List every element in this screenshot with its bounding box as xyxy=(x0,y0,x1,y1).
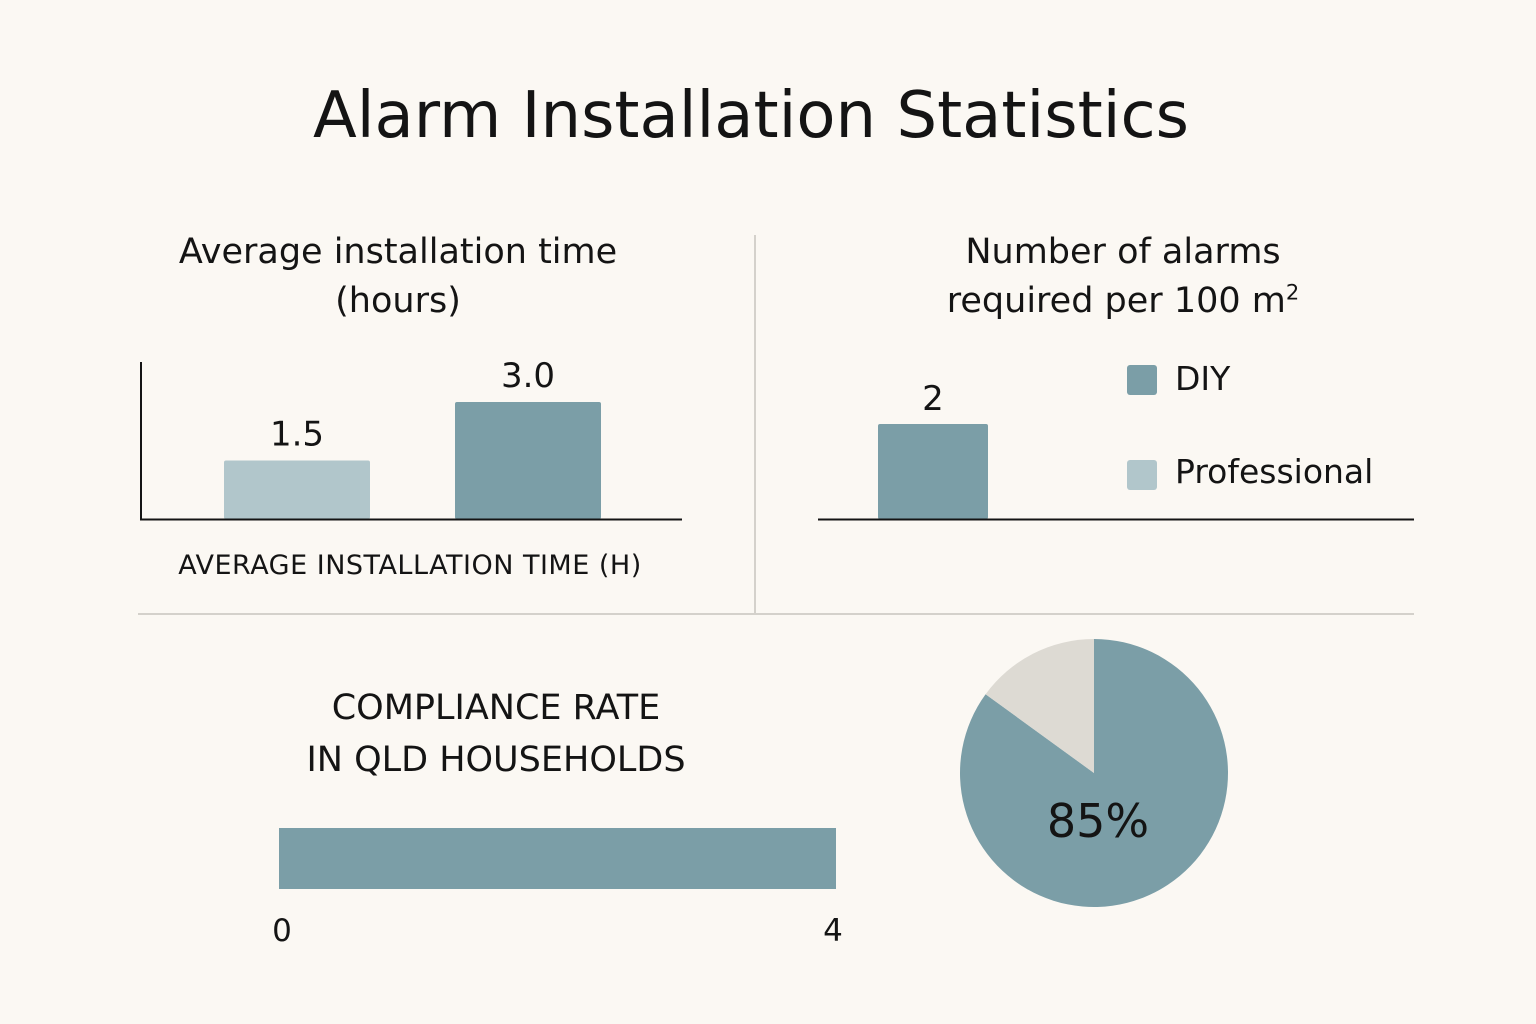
legend-swatch-diy xyxy=(1127,365,1157,395)
installation-time-x-axis-label: AVERAGE INSTALLATION TIME (H) xyxy=(178,550,642,581)
compliance-title-line2: IN QLD HOUSEHOLDS xyxy=(306,740,686,780)
alarms-required-title-line2: required per 100 m xyxy=(946,281,1286,321)
horizontal-divider xyxy=(138,613,1414,615)
pie-slice-1 xyxy=(985,639,1094,773)
installation-time-data-label-diy: 3.0 xyxy=(501,356,555,396)
page-title: Alarm Installation Statistics xyxy=(312,79,1190,153)
installation-time-title-line2: (hours) xyxy=(335,281,461,321)
installation-time-chart-title: Average installation time (hours) xyxy=(148,228,648,326)
alarms-required-chart-title: Number of alarms required per 100 m2 xyxy=(900,228,1346,326)
alarms-required-bar-diy xyxy=(878,424,988,519)
pie-label-85-percent: 85% xyxy=(1047,794,1149,848)
installation-time-bar-diy xyxy=(455,402,601,519)
legend-label-diy: DIY xyxy=(1175,359,1231,398)
installation-time-title-line1: Average installation time xyxy=(178,232,618,272)
alarms-required-title-line1: Number of alarms xyxy=(965,232,1281,272)
vertical-divider xyxy=(754,235,756,613)
installation-time-data-label-professional: 1.5 xyxy=(270,415,324,455)
compliance-title-line1: COMPLIANCE RATE xyxy=(331,688,661,728)
alarms-required-data-label-diy: 2 xyxy=(922,379,944,419)
compliance-tick-label-0: 0 xyxy=(272,913,292,949)
alarms-required-title-superscript: 2 xyxy=(1285,280,1300,305)
legend-label-professional: Professional xyxy=(1175,452,1374,491)
legend-swatch-professional xyxy=(1127,460,1157,490)
compliance-tick-label-4: 4 xyxy=(823,913,843,949)
installation-time-bar-professional xyxy=(224,460,370,519)
compliance-rate-bar xyxy=(279,828,836,889)
compliance-rate-chart-title: COMPLIANCE RATE IN QLD HOUSEHOLDS xyxy=(256,682,736,786)
